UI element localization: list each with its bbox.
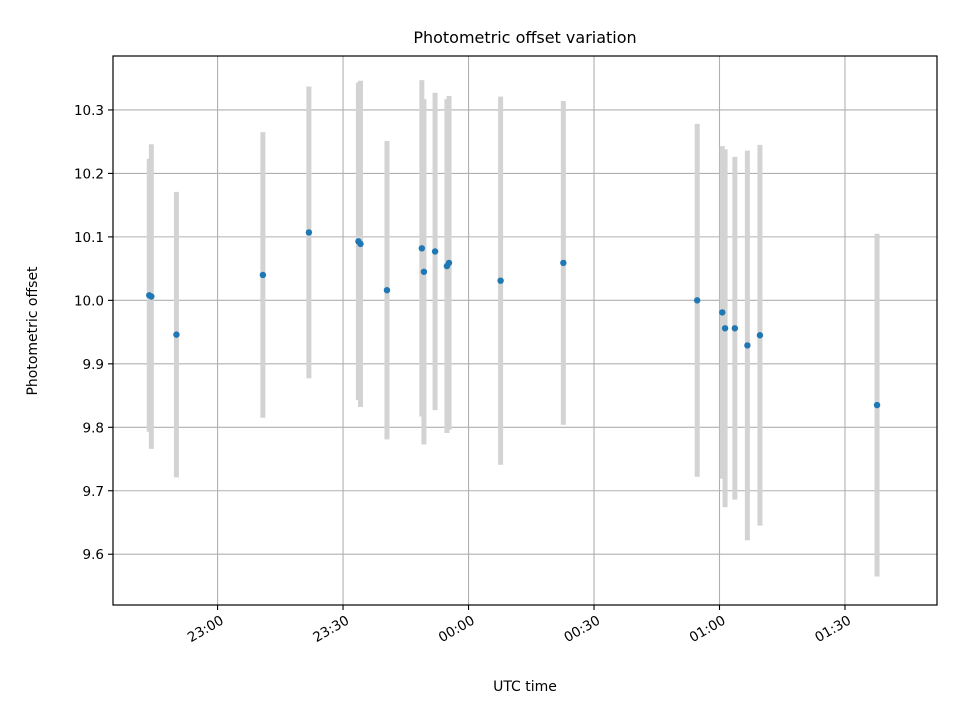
data-point — [560, 259, 567, 267]
y-tick-label: 9.7 — [83, 484, 104, 500]
data-point — [731, 325, 739, 332]
plot-frame — [112, 55, 938, 606]
data-point — [383, 286, 391, 294]
data-point — [445, 259, 453, 267]
data-point — [744, 342, 751, 349]
data-point — [148, 293, 155, 300]
data-point — [497, 277, 504, 284]
y-tick-label: 10.3 — [74, 103, 104, 119]
y-tick-label: 9.9 — [83, 357, 104, 373]
y-tick-label: 9.8 — [83, 420, 104, 436]
data-point — [756, 332, 764, 339]
grid-layer — [113, 56, 937, 605]
data-point — [721, 325, 729, 332]
y-tick-label: 10.0 — [74, 293, 104, 309]
point-layer — [146, 229, 881, 409]
x-axis-label: UTC time — [493, 679, 557, 695]
chart-title: Photometric offset variation — [413, 28, 636, 47]
y-tick-label: 10.2 — [74, 166, 104, 182]
y-tick-label: 10.1 — [74, 230, 104, 246]
y-axis-label: Photometric offset — [25, 266, 41, 396]
data-point — [431, 248, 439, 255]
y-tick-label: 9.6 — [83, 547, 104, 563]
data-point — [305, 229, 313, 236]
data-point — [719, 309, 726, 316]
data-point — [357, 240, 364, 248]
data-point — [693, 297, 701, 304]
data-point — [418, 245, 426, 252]
data-point — [259, 271, 267, 279]
data-point — [420, 268, 428, 275]
data-point — [873, 401, 881, 409]
data-point — [173, 331, 180, 338]
